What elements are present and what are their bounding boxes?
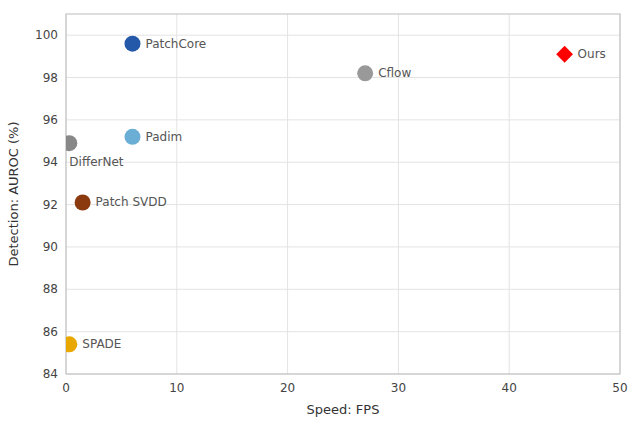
tick-label: 30 <box>391 381 406 395</box>
grid-line <box>287 14 288 374</box>
tick-label: 98 <box>43 71 58 85</box>
point <box>357 65 373 81</box>
x-axis-label: Speed: FPS <box>307 402 380 417</box>
grid-line <box>66 289 620 290</box>
tick-label: 20 <box>280 381 295 395</box>
grid-line <box>66 331 620 332</box>
point-label: Cflow <box>378 66 411 80</box>
chart: 0 10 20 30 40 50 84 86 88 90 92 94 96 98 100 Speed: FPS… <box>0 0 636 426</box>
tick-label: 96 <box>43 113 58 127</box>
point <box>66 336 77 352</box>
grid-line <box>176 14 177 374</box>
tick-label: 92 <box>43 198 58 212</box>
point-label: Padim <box>145 130 182 144</box>
point <box>124 36 140 52</box>
grid-line <box>66 35 620 36</box>
grid-line <box>509 14 510 374</box>
grid-line <box>66 119 620 120</box>
point <box>124 129 140 145</box>
point <box>66 135 77 151</box>
point-label: SPADE <box>82 337 121 351</box>
tick-label: 40 <box>502 381 517 395</box>
tick-label: 50 <box>612 381 627 395</box>
plot-frame <box>66 14 620 374</box>
tick-label: 0 <box>62 381 70 395</box>
y-axis-label: Detection: AUROC (%) <box>6 121 21 266</box>
point-label: PatchCore <box>145 37 206 51</box>
grid-line <box>66 162 620 163</box>
plot-background <box>66 14 620 374</box>
tick-label: 10 <box>169 381 184 395</box>
tick-label: 90 <box>43 240 58 254</box>
tick-label: 88 <box>43 282 58 296</box>
point <box>75 194 91 210</box>
point-label: Patch SVDD <box>96 195 167 209</box>
tick-label: 94 <box>43 155 58 169</box>
point-labels: PatchCore Ours Cflow Padim DifferNet Patch SV… <box>69 37 606 352</box>
point-label: Ours <box>578 47 606 61</box>
grid-line <box>66 77 620 78</box>
marks <box>66 36 573 353</box>
axes: 0 10 20 30 40 50 84 86 88 90 92 94 96 98 100 Speed: FPS… <box>6 14 628 417</box>
tick-label: 100 <box>35 28 58 42</box>
tick-label: 84 <box>43 367 58 381</box>
point-label: DifferNet <box>69 155 124 169</box>
grid-line <box>66 246 620 247</box>
tick-label: 86 <box>43 325 58 339</box>
grid <box>66 14 620 374</box>
point <box>556 46 573 63</box>
